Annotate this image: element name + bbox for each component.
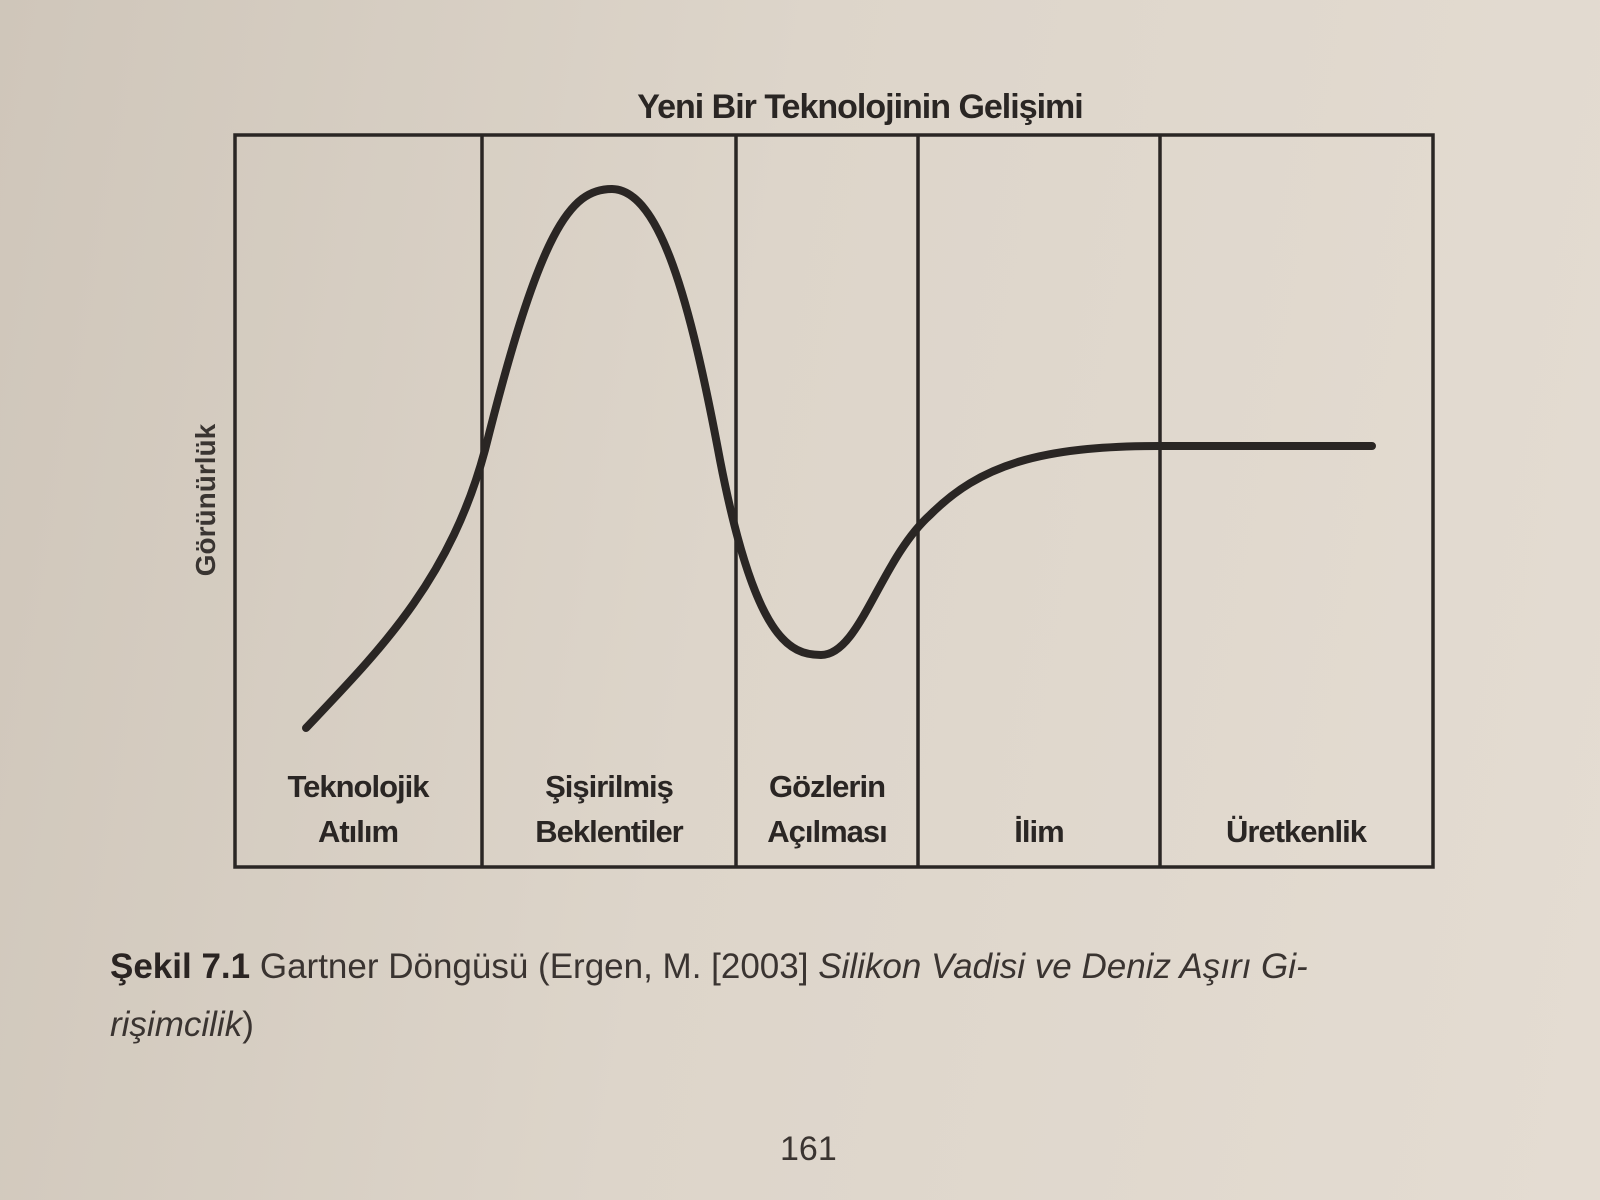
hype-curve	[302, 185, 1376, 732]
phase-label: Şişirilmiş	[545, 769, 673, 804]
caption-source: rişimcilik	[110, 1005, 243, 1044]
phase-label: Gözlerin	[769, 769, 885, 804]
page-number: 161	[780, 1130, 837, 1168]
phase-label: Açılması	[767, 814, 887, 849]
phase-label: İlim	[1014, 814, 1063, 849]
frame	[233, 133, 1435, 869]
phase-labels: Teknolojik Atılım Şişirilmiş Beklentiler Göz…	[287, 769, 1368, 849]
phase-label: Üretkenlik	[1226, 814, 1368, 849]
caption: Şekil 7.1 Gartner Döngüsü (Ergen, M. [20…	[110, 938, 1510, 1054]
caption-source: Silikon Vadisi ve Deniz Aşırı Gi-	[818, 947, 1308, 986]
caption-text: Gartner Döngüsü (Ergen, M. [2003]	[259, 947, 809, 986]
caption-end: )	[242, 1005, 254, 1044]
y-axis-label: Görünürlük	[190, 423, 221, 576]
phase-label: Teknolojik	[287, 769, 430, 804]
figure-title: Yeni Bir Teknolojinin Gelişimi	[637, 88, 1082, 126]
phase-label: Atılım	[318, 814, 398, 849]
caption-label: Şekil 7.1	[110, 947, 251, 986]
phase-label: Beklentiler	[535, 814, 683, 849]
